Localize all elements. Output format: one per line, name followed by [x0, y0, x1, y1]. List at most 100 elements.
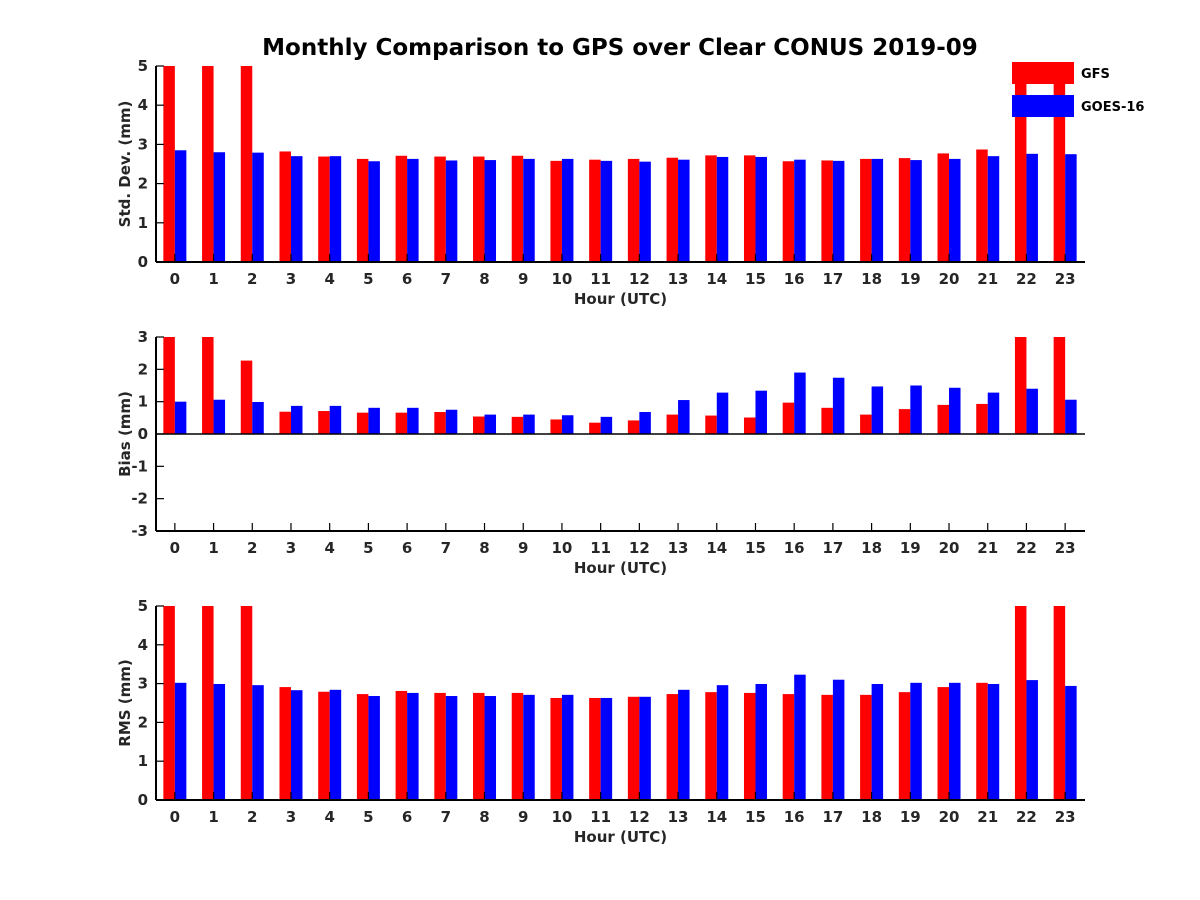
bar-goes16-hour-2 [252, 685, 264, 800]
bar-goes16-hour-1 [213, 683, 226, 800]
x-tick-label: 0 [170, 808, 180, 826]
bar-gfs-hour-12 [627, 420, 640, 434]
bar-goes16-hour-19 [910, 160, 922, 262]
bar-goes16-hour-22 [1026, 388, 1038, 434]
x-tick-label: 23 [1055, 808, 1076, 826]
x-tick-label: 20 [939, 808, 960, 826]
bar-gfs-hour-22 [1014, 606, 1027, 800]
bar-goes16-hour-10 [561, 415, 574, 434]
bar-goes16-hour-8 [484, 414, 497, 434]
bar-gfs-hour-15 [743, 155, 756, 262]
y-axis-label: Bias (mm) [116, 391, 134, 477]
bar-gfs-hour-18 [860, 414, 872, 434]
bar-gfs-hour-2 [240, 66, 253, 262]
x-tick-label: 9 [518, 539, 528, 557]
bar-goes16-hour-23 [1065, 154, 1077, 262]
y-tick-label: 2 [138, 713, 148, 731]
bar-gfs-hour-9 [511, 155, 524, 262]
bar-gfs-hour-12 [627, 158, 640, 262]
bar-goes16-hour-3 [290, 405, 303, 434]
bar-goes16-hour-2 [252, 152, 264, 262]
bar-goes16-hour-5 [368, 696, 380, 800]
bar-gfs-hour-4 [318, 156, 330, 262]
bar-goes16-hour-3 [290, 690, 303, 800]
bar-goes16-hour-12 [639, 412, 651, 434]
y-tick-label: 0 [138, 253, 148, 271]
bar-gfs-hour-10 [550, 419, 562, 434]
y-tick-label: -2 [131, 490, 148, 508]
y-tick-label: 3 [138, 328, 148, 346]
bar-gfs-hour-3 [279, 687, 291, 800]
x-tick-label: 15 [745, 808, 766, 826]
bar-gfs-hour-20 [937, 687, 950, 800]
bar-gfs-hour-21 [976, 403, 988, 434]
x-tick-label: 5 [363, 808, 373, 826]
y-tick-label: 1 [138, 752, 148, 770]
bar-goes16-hour-19 [910, 682, 922, 800]
x-tick-label: 22 [1016, 539, 1037, 557]
x-tick-label: 22 [1016, 270, 1037, 288]
x-tick-label: 19 [900, 808, 921, 826]
bar-goes16-hour-13 [678, 159, 690, 262]
bar-gfs-hour-9 [511, 692, 524, 800]
bar-gfs-hour-5 [356, 412, 369, 434]
bar-goes16-hour-9 [523, 158, 535, 262]
x-tick-label: 23 [1055, 539, 1076, 557]
bar-goes16-hour-12 [639, 161, 651, 262]
bar-gfs-hour-5 [356, 694, 369, 800]
bar-gfs-hour-22 [1014, 337, 1027, 434]
bar-gfs-hour-16 [782, 402, 795, 434]
y-tick-label: 2 [138, 360, 148, 378]
x-tick-label: 23 [1055, 270, 1076, 288]
x-tick-label: 21 [977, 808, 998, 826]
bar-goes16-hour-11 [600, 160, 613, 262]
bar-gfs-hour-7 [434, 412, 446, 434]
x-tick-label: 0 [170, 270, 180, 288]
bar-goes16-hour-13 [678, 689, 690, 800]
bar-gfs-hour-17 [821, 160, 833, 262]
x-tick-label: 12 [629, 270, 650, 288]
bar-gfs-hour-15 [743, 417, 756, 434]
x-tick-label: 6 [402, 808, 412, 826]
bar-goes16-hour-15 [755, 683, 767, 800]
bar-gfs-hour-23 [1053, 337, 1066, 434]
x-tick-label: 15 [745, 539, 766, 557]
bar-goes16-hour-0 [174, 682, 187, 800]
x-tick-label: 9 [518, 270, 528, 288]
bar-goes16-hour-16 [794, 159, 806, 262]
bar-goes16-hour-22 [1026, 680, 1038, 800]
bar-goes16-hour-20 [949, 158, 961, 262]
bar-goes16-hour-20 [949, 682, 961, 800]
bar-goes16-hour-21 [987, 392, 1000, 434]
x-tick-label: 1 [208, 270, 218, 288]
bar-goes16-hour-17 [832, 160, 845, 262]
bar-gfs-hour-10 [550, 160, 562, 262]
y-tick-label: 0 [138, 425, 148, 443]
bar-goes16-hour-8 [484, 160, 497, 262]
x-tick-label: 7 [441, 270, 451, 288]
bar-goes16-hour-2 [252, 401, 264, 434]
bar-gfs-hour-9 [511, 416, 524, 434]
bar-goes16-hour-6 [407, 158, 419, 262]
y-tick-label: 5 [138, 597, 148, 615]
bar-gfs-hour-19 [898, 692, 911, 800]
bar-gfs-hour-17 [821, 407, 833, 434]
x-tick-label: 17 [822, 539, 843, 557]
bar-gfs-hour-21 [976, 682, 988, 800]
bar-gfs-hour-12 [627, 696, 640, 800]
x-tick-label: 11 [590, 539, 611, 557]
y-axis-label: RMS (mm) [116, 659, 134, 746]
x-axis-label: Hour (UTC) [574, 828, 667, 846]
x-tick-label: 3 [286, 808, 296, 826]
bar-goes16-hour-18 [871, 158, 884, 262]
x-tick-label: 3 [286, 539, 296, 557]
bar-gfs-hour-18 [860, 694, 872, 800]
bar-gfs-hour-3 [279, 411, 291, 434]
x-tick-label: 13 [668, 270, 689, 288]
x-tick-label: 2 [247, 808, 257, 826]
x-tick-label: 15 [745, 270, 766, 288]
y-tick-label: 4 [138, 96, 148, 114]
